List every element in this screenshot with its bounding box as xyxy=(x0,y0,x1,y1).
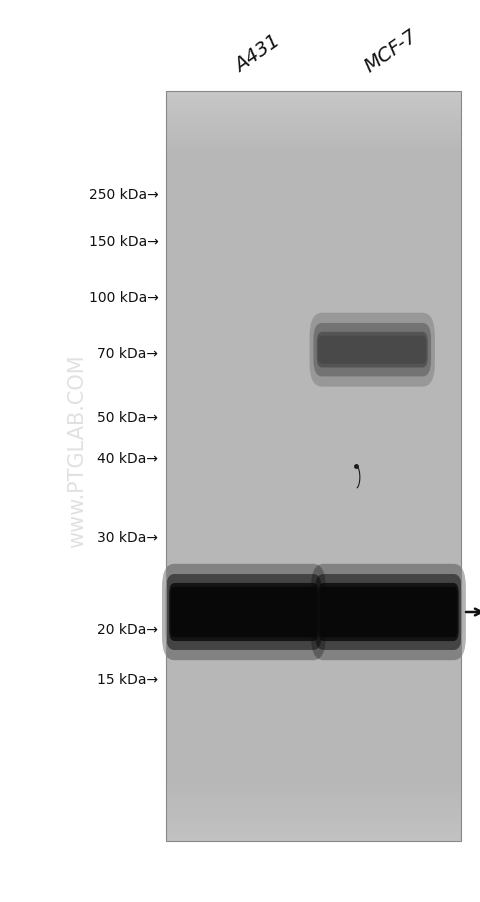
FancyBboxPatch shape xyxy=(318,336,426,364)
Text: 150 kDa→: 150 kDa→ xyxy=(88,235,158,249)
Text: 30 kDa→: 30 kDa→ xyxy=(97,530,158,545)
Text: MCF-7: MCF-7 xyxy=(361,26,421,76)
Text: 20 kDa→: 20 kDa→ xyxy=(97,622,158,637)
Text: A431: A431 xyxy=(231,32,284,76)
FancyBboxPatch shape xyxy=(169,584,319,641)
FancyBboxPatch shape xyxy=(315,575,462,650)
FancyBboxPatch shape xyxy=(317,333,428,368)
Text: 40 kDa→: 40 kDa→ xyxy=(97,452,158,465)
FancyBboxPatch shape xyxy=(311,564,466,660)
FancyBboxPatch shape xyxy=(310,313,435,387)
Bar xyxy=(166,92,461,841)
FancyBboxPatch shape xyxy=(166,575,322,650)
Text: 100 kDa→: 100 kDa→ xyxy=(88,290,158,305)
Text: 250 kDa→: 250 kDa→ xyxy=(89,188,158,201)
Text: 50 kDa→: 50 kDa→ xyxy=(97,410,158,425)
Text: 70 kDa→: 70 kDa→ xyxy=(97,347,158,361)
Text: www.PTGLAB.COM: www.PTGLAB.COM xyxy=(67,354,87,548)
FancyBboxPatch shape xyxy=(313,324,431,377)
FancyBboxPatch shape xyxy=(320,587,457,638)
FancyBboxPatch shape xyxy=(162,564,325,660)
FancyBboxPatch shape xyxy=(318,584,459,641)
Text: 15 kDa→: 15 kDa→ xyxy=(97,673,158,686)
FancyBboxPatch shape xyxy=(170,587,317,638)
